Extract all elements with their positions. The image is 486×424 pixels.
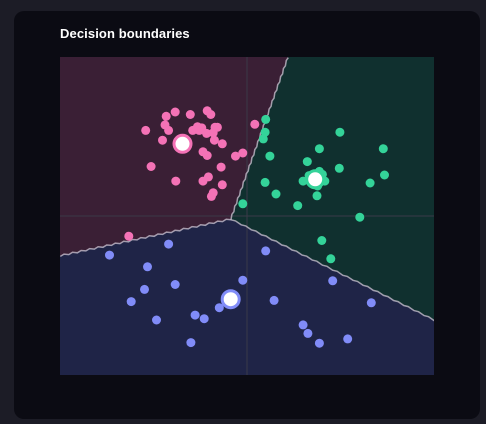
pink-class-region (60, 57, 288, 256)
pink-data-point (206, 191, 216, 201)
blue-data-point (238, 275, 248, 285)
centroids (172, 133, 326, 310)
green-data-point (378, 144, 388, 154)
decision-boundary-line (60, 218, 232, 258)
blue-data-point (303, 328, 313, 338)
blue-data-point (170, 280, 180, 289)
green-data-point (326, 254, 336, 264)
pink-data-point (231, 151, 240, 161)
pink-data-point (194, 125, 204, 135)
pink-data-point (217, 180, 227, 190)
blue-data-point (186, 338, 196, 348)
blue-data-point (269, 295, 279, 305)
decision-boundary-plot (60, 57, 434, 375)
pink-data-point (124, 231, 134, 241)
blue-data-point (190, 310, 200, 320)
blue-data-point (366, 298, 376, 308)
pink-data-point (161, 111, 171, 121)
pink-data-point (209, 135, 219, 145)
green-data-point (314, 144, 324, 154)
pink-data-point (158, 135, 167, 145)
blue-data-point (298, 320, 308, 330)
pink-data-point (206, 110, 216, 119)
pink-data-point (250, 119, 260, 129)
pink-data-point (171, 176, 181, 186)
blue-data-point (328, 276, 338, 286)
blue-data-point (164, 239, 174, 249)
blue-data-point (199, 314, 209, 324)
pink-data-point (217, 139, 227, 149)
blue-data-point (105, 250, 114, 260)
green-data-point (365, 178, 375, 188)
pink-data-point (208, 128, 218, 138)
pink-data-point (198, 176, 208, 186)
decision-boundary-line (230, 219, 434, 322)
chart-title: Decision boundaries (60, 26, 190, 41)
pink-data-point (238, 148, 248, 158)
green-data-point (293, 201, 303, 211)
blue-data-point (143, 262, 152, 272)
pink-centroid-marker (172, 133, 193, 154)
pink-data-point (141, 125, 151, 135)
green-data-point (380, 170, 389, 180)
green-data-point (258, 134, 268, 144)
blue-data-point (140, 284, 149, 294)
green-data-point (334, 163, 344, 173)
green-centroid-marker (305, 169, 326, 190)
pink-data-point (185, 110, 195, 119)
pink-data-point (202, 128, 212, 138)
green-data-point (238, 199, 248, 209)
green-data-point (261, 114, 271, 124)
green-data-point (335, 127, 345, 137)
blue-data-point (214, 303, 224, 313)
green-class-region (230, 57, 434, 320)
pink-data-point (170, 107, 180, 117)
pink-data-point (188, 125, 198, 135)
blue-data-point (126, 297, 136, 307)
blue-data-point (343, 334, 353, 344)
green-data-point (265, 151, 275, 161)
blue-centroid-marker (220, 289, 241, 310)
green-data-point (355, 212, 365, 222)
green-data-point (317, 236, 327, 245)
blue-data-point (314, 338, 324, 348)
pink-data-point (146, 162, 156, 171)
data-points (105, 106, 389, 348)
green-data-point (271, 189, 281, 199)
blue-data-point (261, 246, 271, 256)
pink-data-point (198, 147, 208, 157)
pink-data-point (160, 120, 170, 130)
pink-data-point (216, 162, 226, 172)
blue-data-point (152, 315, 161, 325)
green-data-point (302, 157, 312, 167)
green-data-point (312, 191, 322, 201)
green-data-point (260, 177, 270, 187)
